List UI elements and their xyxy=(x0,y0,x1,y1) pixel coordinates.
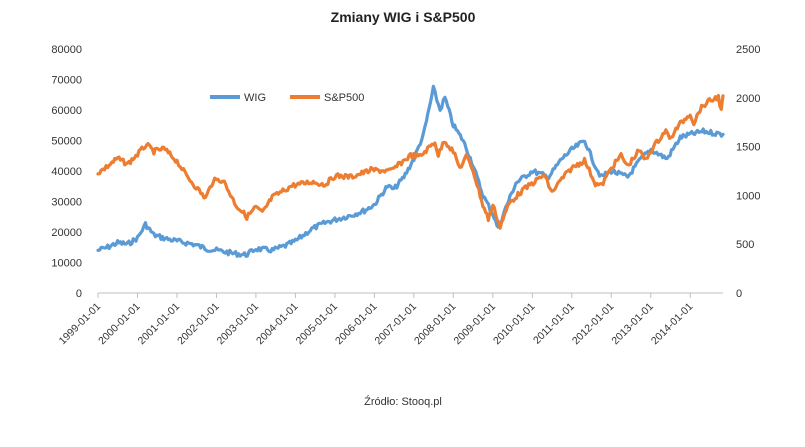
x-axis: 1999-01-012000-01-012001-01-012002-01-01… xyxy=(57,293,696,348)
chart-source: Źródło: Stooq.pl xyxy=(364,395,442,408)
y-right-tick-label: 1500 xyxy=(736,142,760,154)
x-tick-label: 2012-01-01 xyxy=(570,301,617,348)
y-left-tick-label: 30000 xyxy=(51,197,82,209)
y-left-tick-label: 70000 xyxy=(51,75,82,87)
legend-label-sp500: S&P500 xyxy=(324,92,364,104)
y-left-tick-label: 50000 xyxy=(51,136,82,148)
chart-title: Zmiany WIG i S&P500 xyxy=(331,9,476,25)
y-left-tick-label: 0 xyxy=(76,288,82,300)
legend: WIG S&P500 xyxy=(210,92,364,104)
x-tick-label: 2010-01-01 xyxy=(491,301,538,348)
series-layer xyxy=(96,84,725,258)
y-right-tick-label: 2500 xyxy=(736,44,760,56)
y-right-tick-label: 1000 xyxy=(736,190,760,202)
series-line-wig xyxy=(96,84,725,258)
x-tick-label: 2004-01-01 xyxy=(254,301,301,348)
y-right-tick-label: 500 xyxy=(736,239,754,251)
y-axis-right: 0 500 1000 1500 2000 2500 xyxy=(736,44,760,300)
x-tick-label: 2014-01-01 xyxy=(649,301,696,348)
y-left-tick-label: 60000 xyxy=(51,105,82,117)
y-right-tick-label: 0 xyxy=(736,288,742,300)
y-axis-left: 0 10000 20000 30000 40000 50000 60000 70000 8000… xyxy=(51,44,82,300)
x-tick-label: 2000-01-01 xyxy=(96,301,143,348)
y-left-tick-label: 20000 xyxy=(51,227,82,239)
y-left-tick-label: 10000 xyxy=(51,258,82,270)
y-left-tick-label: 40000 xyxy=(51,166,82,178)
series-line-sp500 xyxy=(96,93,725,230)
y-left-tick-label: 80000 xyxy=(51,44,82,56)
legend-label-wig: WIG xyxy=(244,92,266,104)
x-tick-label: 2008-01-01 xyxy=(412,301,459,348)
y-right-tick-label: 2000 xyxy=(736,93,760,105)
